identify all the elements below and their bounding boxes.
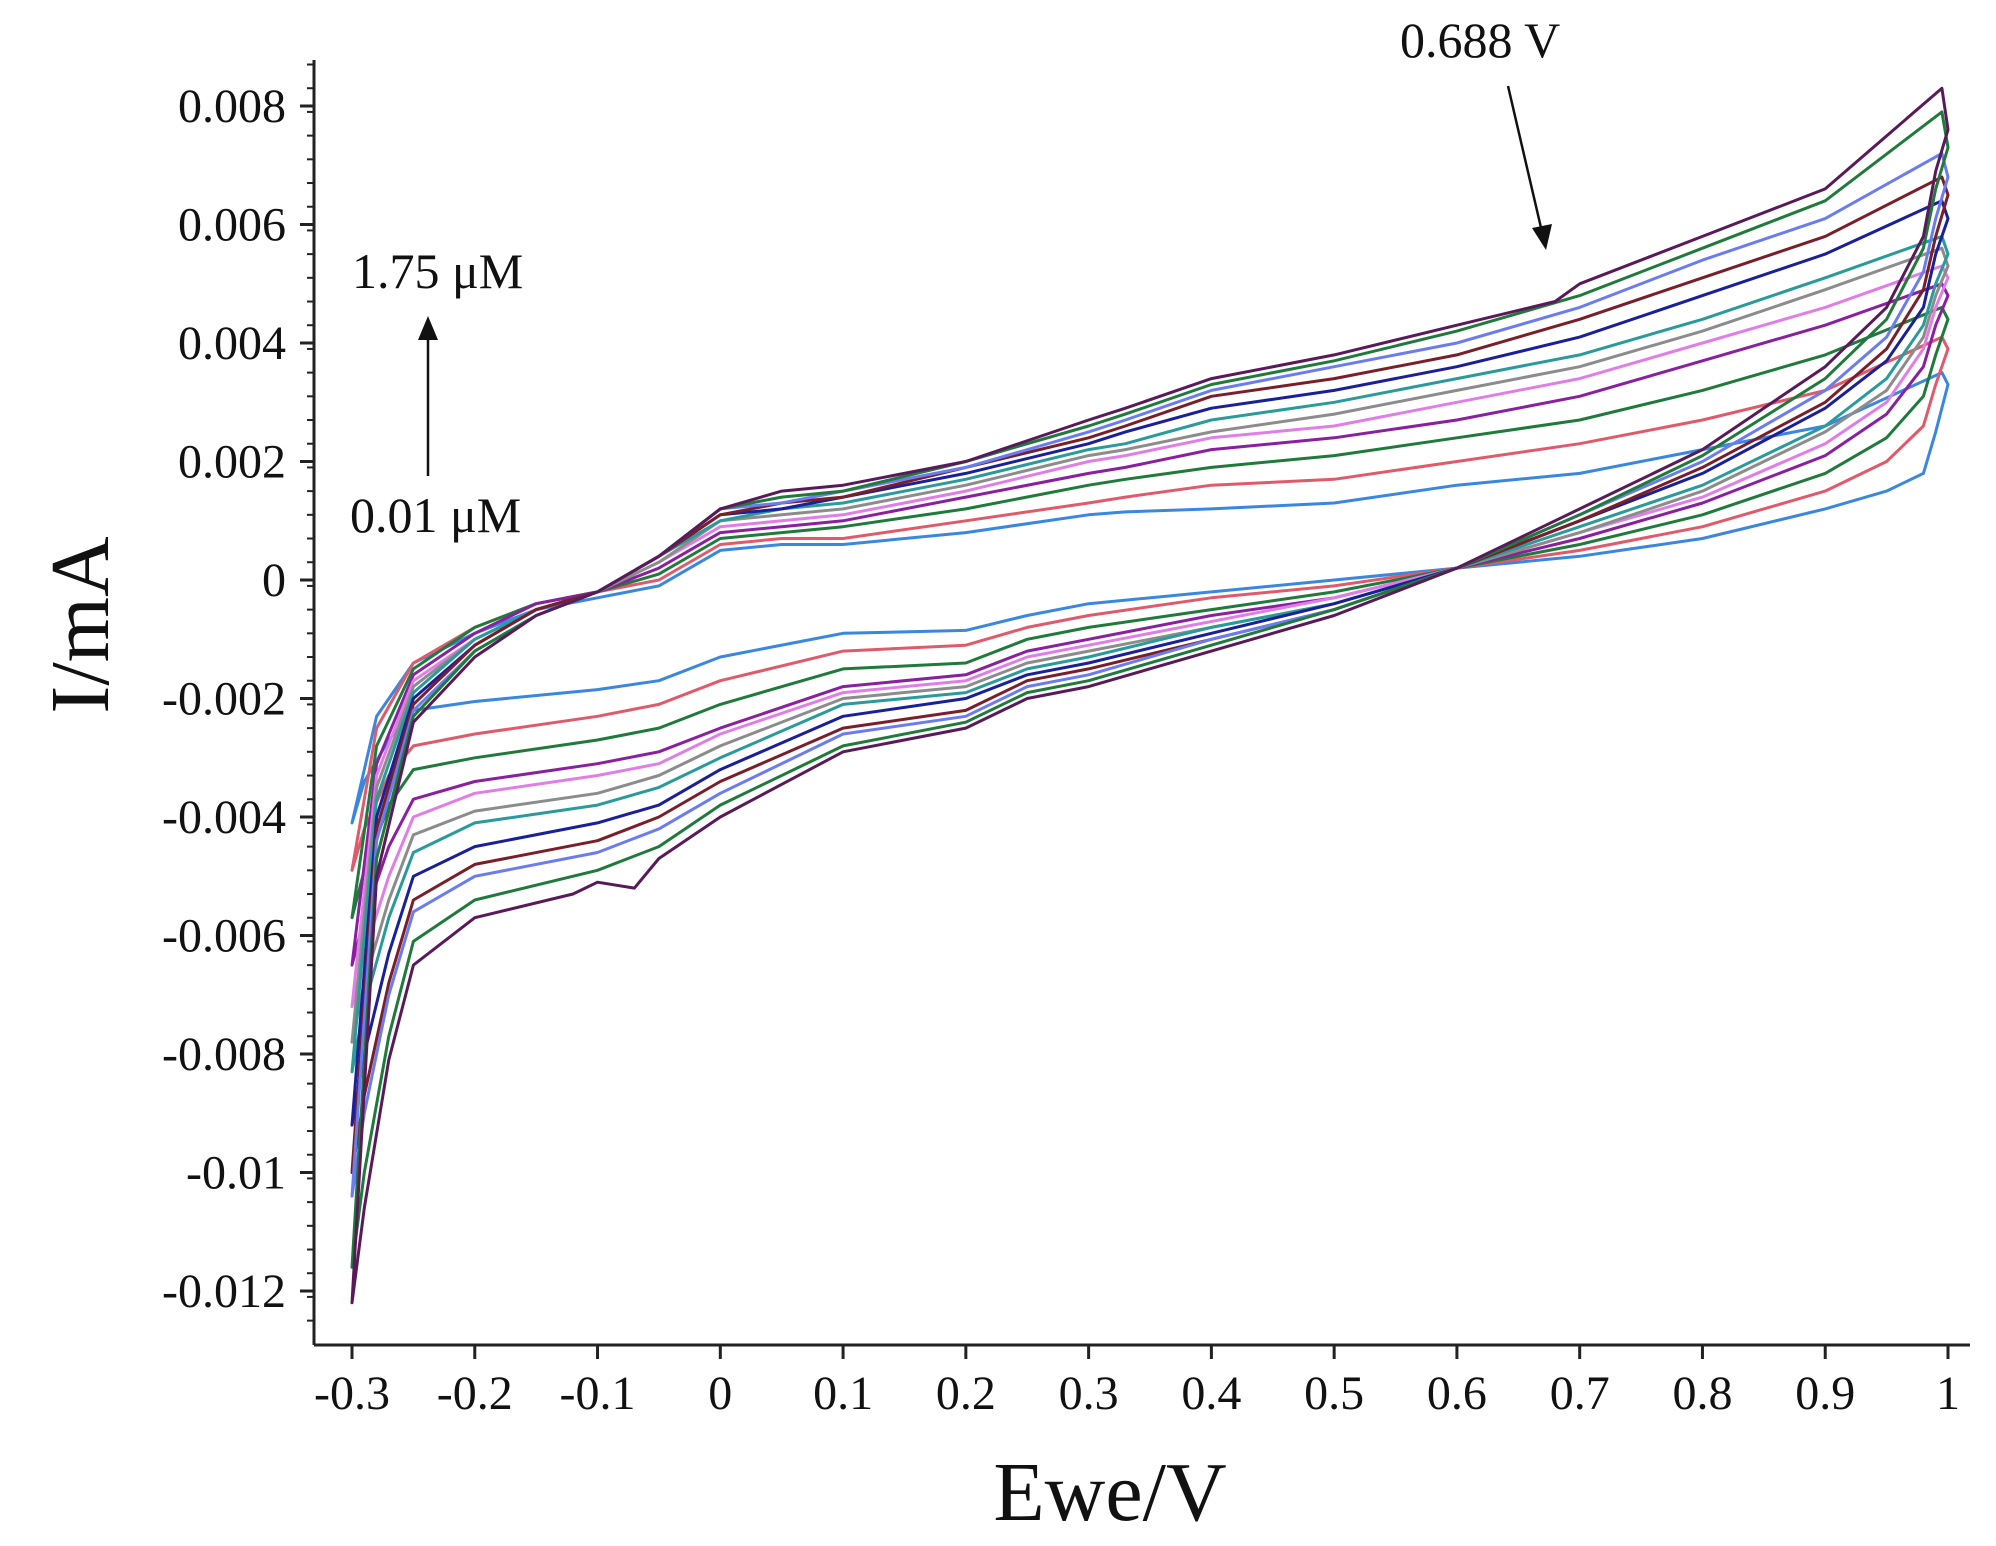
x-tick-label: 0.3	[1059, 1367, 1119, 1420]
x-axis-title: Ewe/V	[993, 1446, 1226, 1539]
x-tick-label: -0.2	[437, 1367, 513, 1420]
cv-curve-10	[350, 151, 1950, 1198]
y-axis-title: I/mA	[34, 536, 127, 714]
x-tick-label: 0.7	[1550, 1367, 1610, 1420]
y-axis-ticks: 0.008 0.006 0.004 0.002 0 -0.002 -0.004 -0.006 -…	[162, 63, 314, 1322]
cv-curve-5	[350, 264, 1950, 1009]
x-tick-label: 0.6	[1427, 1367, 1487, 1420]
concentration-arrow-head	[418, 316, 438, 340]
peak-arrow-head	[1532, 224, 1552, 250]
y-tick-label: 0.008	[178, 80, 286, 133]
x-tick-label: -0.1	[560, 1367, 636, 1420]
y-tick-label: -0.004	[162, 791, 286, 844]
annotation-low-concentration: 0.01 μM	[350, 487, 521, 543]
y-tick-label: -0.012	[162, 1265, 286, 1318]
x-tick-label: -0.3	[314, 1367, 390, 1420]
y-tick-label: 0	[262, 554, 286, 607]
y-tick-label: 0.004	[178, 317, 286, 370]
plot-area	[350, 86, 1950, 1305]
x-tick-label: 1	[1936, 1367, 1960, 1420]
cv-curve-2	[350, 335, 1950, 872]
y-tick-label: -0.006	[162, 910, 286, 963]
x-tick-label: 0.9	[1795, 1367, 1855, 1420]
x-tick-label: 0.5	[1304, 1367, 1364, 1420]
y-tick-label: -0.002	[162, 673, 286, 726]
x-tick-label: 0.4	[1181, 1367, 1241, 1420]
cv-curve-6	[350, 246, 1950, 1044]
cv-curve-4	[350, 282, 1950, 967]
x-axis-ticks: -0.3 -0.2 -0.1 0 0.1 0.2 0.3 0.4 0.5 0.6 0.7 0.8 0.9…	[314, 1345, 1960, 1420]
annotation-high-concentration: 1.75 μM	[352, 243, 523, 299]
x-tick-label: 0.1	[813, 1367, 873, 1420]
y-tick-label: 0.002	[178, 436, 286, 489]
y-tick-label: -0.008	[162, 1028, 286, 1081]
annotation-peak-potential: 0.688 V	[1400, 12, 1560, 68]
y-tick-label: 0.006	[178, 199, 286, 252]
x-tick-label: 0.2	[936, 1367, 996, 1420]
y-tick-label: -0.01	[186, 1147, 286, 1200]
peak-arrow-shaft	[1506, 85, 1544, 233]
cv-curve-1	[350, 371, 1950, 825]
cv-curve-7	[350, 234, 1950, 1074]
x-tick-label: 0.8	[1672, 1367, 1732, 1420]
cv-curve-9	[350, 175, 1950, 1174]
cv-curve-12	[350, 86, 1950, 1305]
x-tick-label: 0	[708, 1367, 732, 1420]
cv-curve-3	[350, 305, 1950, 920]
